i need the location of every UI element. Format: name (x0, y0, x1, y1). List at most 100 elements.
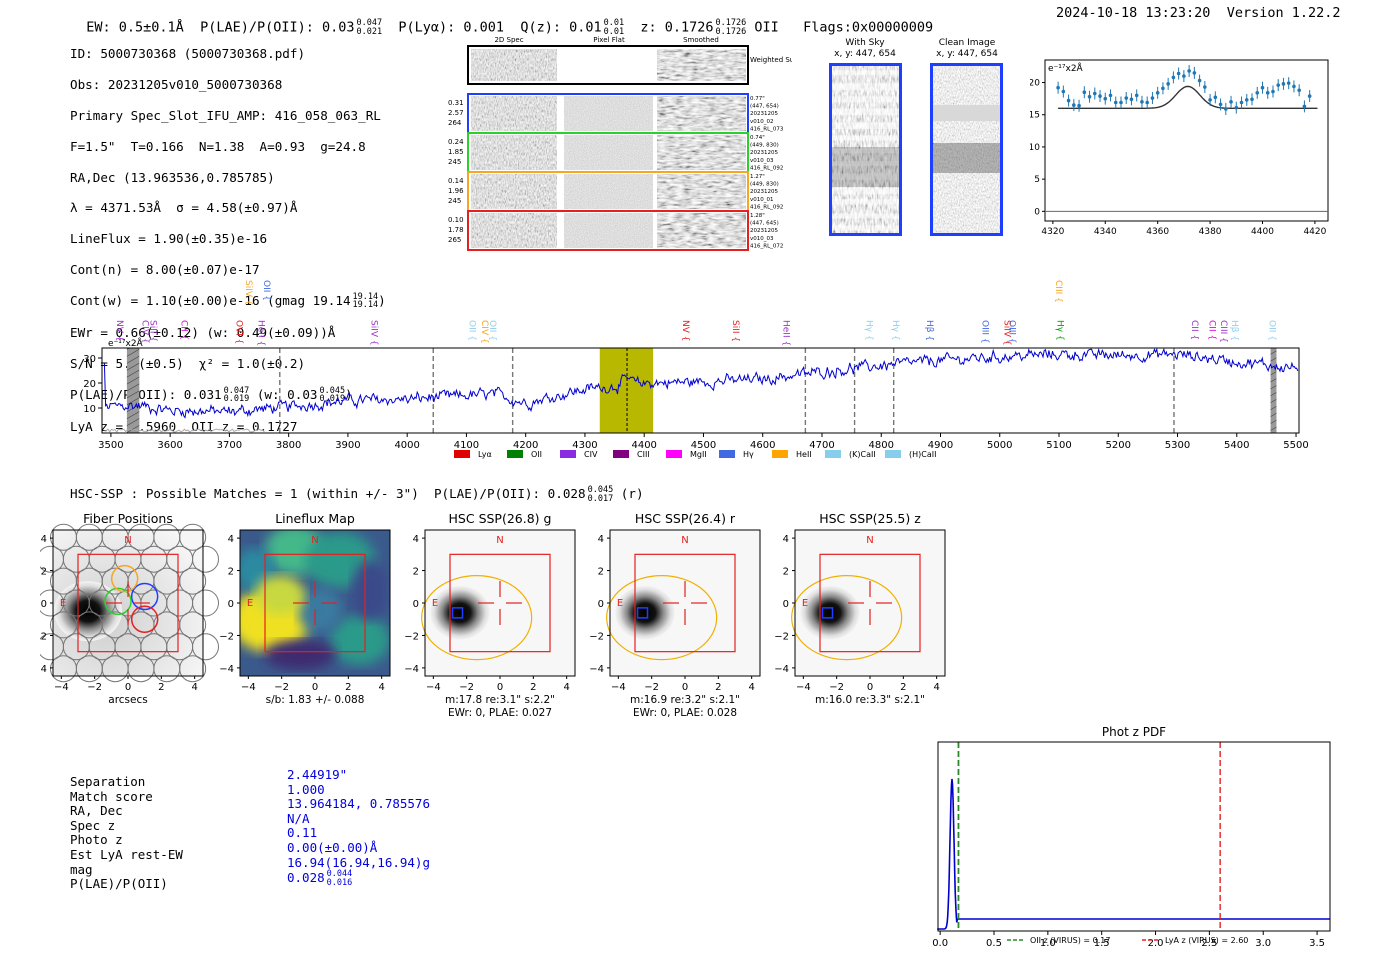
emission-line-label: OII { (1266, 320, 1276, 341)
legend-swatch (885, 450, 901, 458)
info-radec: RA,Dec (13.963536,0.785785) (70, 169, 275, 185)
cutout-right-value: v010_01 (750, 197, 774, 203)
match-label-photoz: Photo z (70, 832, 123, 848)
match-label-score: Match score (70, 788, 153, 804)
panel-east: E (60, 598, 66, 609)
cutout-smooth (657, 174, 746, 209)
spec-highlight (599, 348, 654, 433)
panel-xtick-label: 2 (900, 682, 906, 693)
spec-xtick-label: 4100 (454, 440, 479, 451)
panel-xlabel: arcsecs (108, 694, 147, 706)
clean-frame (930, 63, 1003, 236)
spec-noise-floor (104, 428, 265, 433)
zoom-point (1187, 69, 1191, 73)
zoom-point (1077, 103, 1081, 108)
emission-line-label: Hβ { (1229, 320, 1239, 341)
panel-ytick-label: −2 (219, 631, 234, 642)
panel-xtick-label: 0 (312, 682, 318, 693)
sky-stripe (831, 148, 900, 154)
legend-label: CIV (584, 450, 598, 459)
emission-line-label: SiII { (148, 320, 158, 342)
cutout-right-value: 0.74" (750, 135, 765, 141)
panel-east: E (617, 598, 623, 609)
panel-ytick-label: 0 (783, 599, 789, 610)
info-plae-lo: 0.019 (223, 394, 250, 405)
cutout-right-value: 1.28" (750, 213, 765, 219)
sky-stripe (831, 213, 900, 219)
zoom-point (1234, 105, 1239, 110)
image-panel: HSC SSP(26.4) r N E 4 2 0 −2 −4 −4 −2 0 2 4 m:16.9 re… (589, 511, 761, 719)
panel-xtick-label: 4 (748, 682, 754, 693)
panel-xtick-label: −4 (241, 682, 256, 693)
pdf-xtick-label: 1.5 (1094, 938, 1110, 947)
spec-marks: 3500 3600 3700 3800 3900 4000 4100 4200 4300 4400… (83, 280, 1308, 459)
zoom-point (1129, 97, 1134, 102)
cutout-right-value: 20231205 (750, 111, 778, 117)
header-plae: P(LAE)/P(OII): 0.03 (200, 19, 355, 36)
cutout-row: 0.24 1.85 245 0.74" (449, 830)20231205 v010_0… (448, 132, 783, 173)
match-plae-lo: 0.016 (326, 877, 353, 888)
match-value-specz: N/A (287, 810, 310, 826)
cutout-right-value: 416_RL_092 (750, 165, 783, 171)
emission-line-label: Hβ { (924, 320, 934, 341)
spec-ytick-label: 20 (83, 379, 96, 390)
emission-line-label: CII { (1189, 320, 1199, 340)
cutout-left-value: 264 (448, 119, 462, 127)
legend-swatch (454, 450, 470, 458)
panel-xtick-label: 0 (867, 682, 873, 693)
panel-galaxy (430, 585, 490, 640)
cutout-left-value: 245 (448, 158, 461, 166)
info-contn: Cont(n) = 8.00(±0.07)e-17 (70, 262, 260, 278)
info-plae-w: (w: 0.03 (256, 386, 318, 402)
fiber-circle (179, 611, 207, 639)
sky-stripe (831, 83, 900, 91)
pdf-xtick-label: 3.0 (1255, 938, 1271, 947)
match-label-plae: P(LAE)/P(OII) (70, 876, 168, 892)
emission-line-label: OII { (487, 320, 497, 341)
legend-label: (K)CaII (849, 450, 876, 459)
panel-ytick-label: 2 (598, 567, 604, 578)
zoom-point (1244, 98, 1249, 102)
info-contw-hi: 19.14 (352, 291, 379, 302)
photz-pdf: Phot z PDF 0.0 0.5 1.0 1.5 2.0 2.5 3.0 3.5 OII z… (920, 722, 1340, 949)
emission-line-label: OIII { (1006, 320, 1016, 344)
panel-ytick-label: 2 (41, 567, 47, 578)
panel-ytick-label: 0 (598, 599, 604, 610)
zoom-point (1145, 100, 1149, 105)
header-version: Version 1.22.2 (1226, 5, 1341, 21)
info-lineflux: LineFlux = 1.90(±0.35)e-16 (70, 231, 268, 247)
zoom-xtick-label: 4420 (1303, 227, 1326, 237)
header-z-hi: 0.1726 (715, 18, 747, 28)
hsc-title: HSC-SSP : Possible Matches = 1 (within +… (70, 486, 644, 503)
hsc-title-text: HSC-SSP : Possible Matches = 1 (within +… (70, 486, 586, 501)
zoom-point (1260, 85, 1265, 90)
full-spectrum: 3500 3600 3700 3800 3900 4000 4100 4200 4300 4400… (60, 270, 1340, 465)
panel-galaxy (800, 585, 860, 640)
emission-line-label: CIV { (139, 320, 149, 344)
zoom-point (1307, 94, 1312, 98)
header-z-lo: 0.1726 (715, 26, 747, 37)
zoom-fit-plot: e⁻¹⁷x2Å 4320 4340 4360 4380 4400 4420 0 5 10 15 20 (1029, 52, 1340, 237)
match-label-radec: RA, Dec (70, 803, 123, 819)
panel-title: HSC SSP(26.4) r (635, 511, 736, 526)
cutout-left-value: 1.85 (448, 148, 464, 156)
zoom-point (1182, 74, 1186, 78)
cutout-left-value: 0.14 (448, 177, 464, 185)
flux-blob (265, 640, 335, 670)
match-values: 2.44919" 1.000 13.964184, 0.785576 N/A 0… (287, 767, 430, 888)
aperture-box (264, 553, 366, 653)
panel-xtick-label: −4 (54, 682, 69, 693)
target-box (636, 607, 649, 619)
flux-blob (330, 615, 390, 665)
cutout-right-value: 416_RL_092 (750, 204, 783, 210)
cutout-flat (564, 174, 653, 209)
zoom-svg: e⁻¹⁷x2Å 4320 4340 4360 4380 4400 4420 0 5 10 15 20 (1029, 59, 1329, 237)
panel-ytick-label: 2 (413, 567, 419, 578)
panel-xtick-label: 2 (345, 682, 351, 693)
sky-stripes (831, 70, 900, 231)
clean-gap (932, 105, 1001, 121)
spec-xtick-label: 3800 (276, 440, 301, 451)
match-value-score: 1.000 (287, 781, 325, 797)
pdf-marks: 0.0 0.5 1.0 1.5 2.0 2.5 3.0 3.5 OII z (VIRUS) = … (932, 742, 1330, 949)
emission-line-label: SiIV { (1002, 320, 1012, 346)
